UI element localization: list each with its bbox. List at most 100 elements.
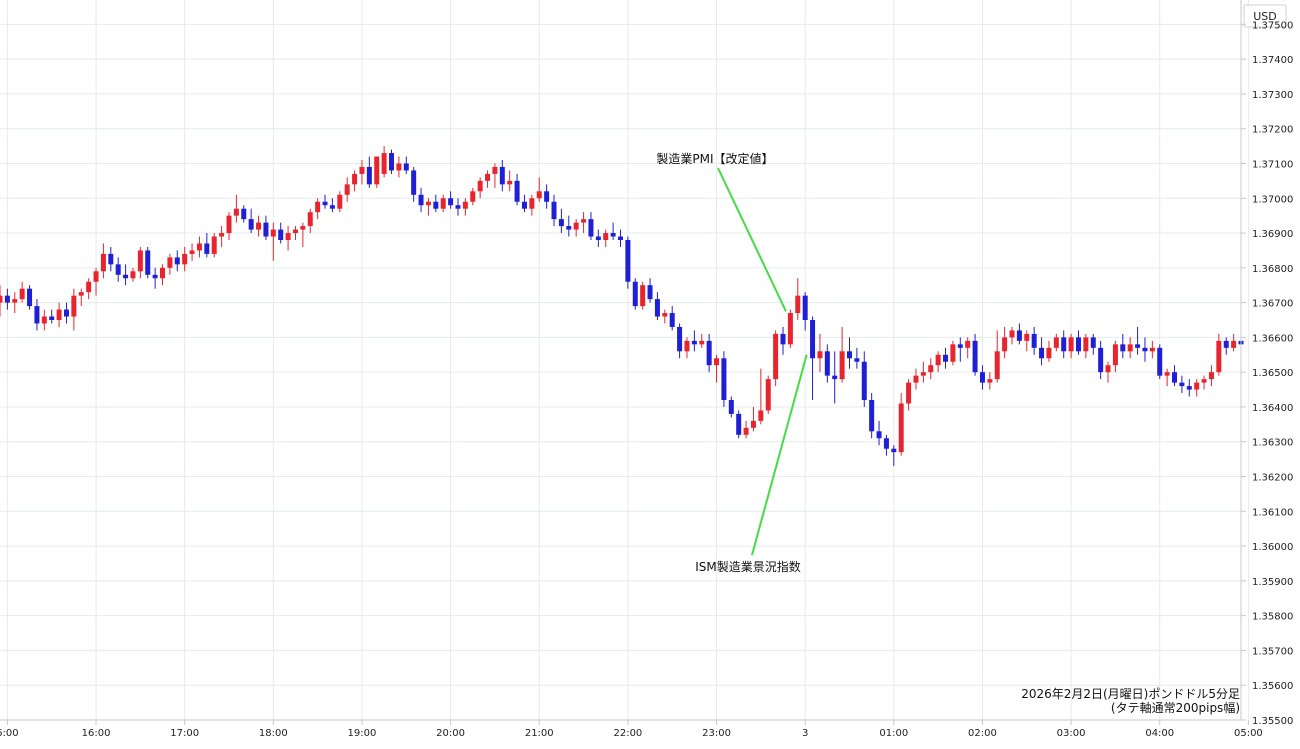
candle: [485, 170, 491, 188]
candle-body: [618, 236, 623, 240]
candle-body: [1157, 347, 1163, 376]
candle-body: [647, 285, 653, 300]
candle-body: [241, 208, 247, 220]
candle: [34, 299, 40, 331]
candle: [521, 194, 527, 213]
candle-body: [1164, 372, 1170, 376]
candle: [477, 177, 483, 199]
candle: [514, 173, 520, 206]
candle: [1208, 365, 1214, 387]
caption: 2026年2月2日(月曜日)ポンドドル5分足 (タテ軸通常200pips幅): [1021, 687, 1240, 715]
candle-body: [521, 201, 527, 209]
candle: [795, 278, 801, 320]
candle: [241, 205, 247, 223]
pmi-annotation-line: [717, 167, 787, 312]
candle-body: [440, 198, 446, 209]
candle-body: [662, 313, 668, 317]
candle: [0, 285, 3, 317]
candle-body: [787, 313, 793, 345]
candle-body: [1149, 347, 1155, 352]
candle-body: [566, 226, 572, 230]
candle-body: [817, 351, 823, 359]
candle: [1201, 375, 1207, 390]
candle-body: [551, 201, 557, 220]
candle: [130, 267, 136, 282]
candle-body: [300, 226, 306, 230]
candle: [226, 212, 232, 240]
annotations: 製造業PMI【改定値】 ISM製造業景況指数: [656, 151, 808, 574]
candle-body: [425, 201, 431, 206]
candle: [27, 285, 33, 310]
y-tick-label: 1.35700: [1252, 646, 1293, 657]
candle: [337, 191, 343, 213]
candle: [750, 406, 756, 432]
x-tick-label: 22:00: [613, 728, 642, 739]
y-tick-label: 1.36800: [1252, 264, 1293, 275]
candle-body: [736, 413, 742, 435]
candle: [63, 302, 69, 324]
candle: [536, 177, 542, 202]
candle-body: [861, 361, 867, 400]
candle: [802, 292, 808, 331]
candle: [374, 156, 380, 188]
y-tick-label: 1.36700: [1252, 299, 1293, 310]
candle: [928, 358, 934, 380]
candle: [721, 351, 727, 407]
candle-body: [152, 274, 158, 279]
candle: [470, 187, 476, 206]
candle-body: [854, 358, 860, 362]
candle-body: [477, 180, 483, 192]
candle: [736, 410, 742, 439]
candle: [529, 194, 535, 216]
candle-body: [1135, 344, 1141, 348]
candle-body: [507, 180, 513, 185]
candle-body: [839, 351, 845, 380]
candle: [145, 246, 151, 279]
candle: [137, 246, 143, 279]
candle: [965, 337, 971, 359]
candle: [846, 337, 852, 369]
candle-body: [810, 320, 816, 359]
candle: [1031, 326, 1037, 355]
candle-body: [100, 253, 106, 272]
candle: [300, 222, 306, 247]
candle-body: [462, 201, 468, 209]
candle-body: [160, 267, 166, 279]
candle: [1149, 340, 1155, 359]
candle-body: [950, 344, 956, 362]
candle-body: [994, 351, 1000, 380]
candle-body: [765, 379, 771, 411]
candle-body: [485, 173, 491, 181]
candle-body: [1009, 330, 1015, 338]
candle-body: [773, 333, 779, 380]
candle: [19, 281, 25, 303]
x-tick-label: 21:00: [525, 728, 554, 739]
candle: [632, 278, 638, 310]
candle-body: [499, 166, 505, 185]
candle: [994, 330, 1000, 383]
candle: [1016, 323, 1022, 345]
candle-body: [1002, 337, 1008, 352]
candle-body: [34, 306, 40, 324]
candle: [344, 177, 350, 202]
candle: [322, 194, 328, 209]
candle-body: [4, 295, 10, 303]
candle: [810, 316, 816, 400]
candle: [987, 372, 993, 390]
y-tick-label: 1.35800: [1252, 612, 1293, 623]
x-tick-label: 19:00: [348, 728, 377, 739]
candle-body: [167, 257, 173, 268]
candle-body: [1231, 340, 1237, 348]
candle-body: [1120, 344, 1126, 352]
candle-body: [677, 326, 683, 352]
candle-body: [699, 340, 705, 345]
candle-body: [448, 198, 454, 206]
candle-body: [403, 163, 409, 171]
candle: [307, 208, 313, 234]
candle-body: [41, 316, 47, 324]
candle-body: [1186, 386, 1192, 390]
candle: [780, 326, 786, 355]
candle: [581, 212, 587, 234]
candle: [167, 253, 173, 275]
y-tick-label: 1.36200: [1252, 473, 1293, 484]
